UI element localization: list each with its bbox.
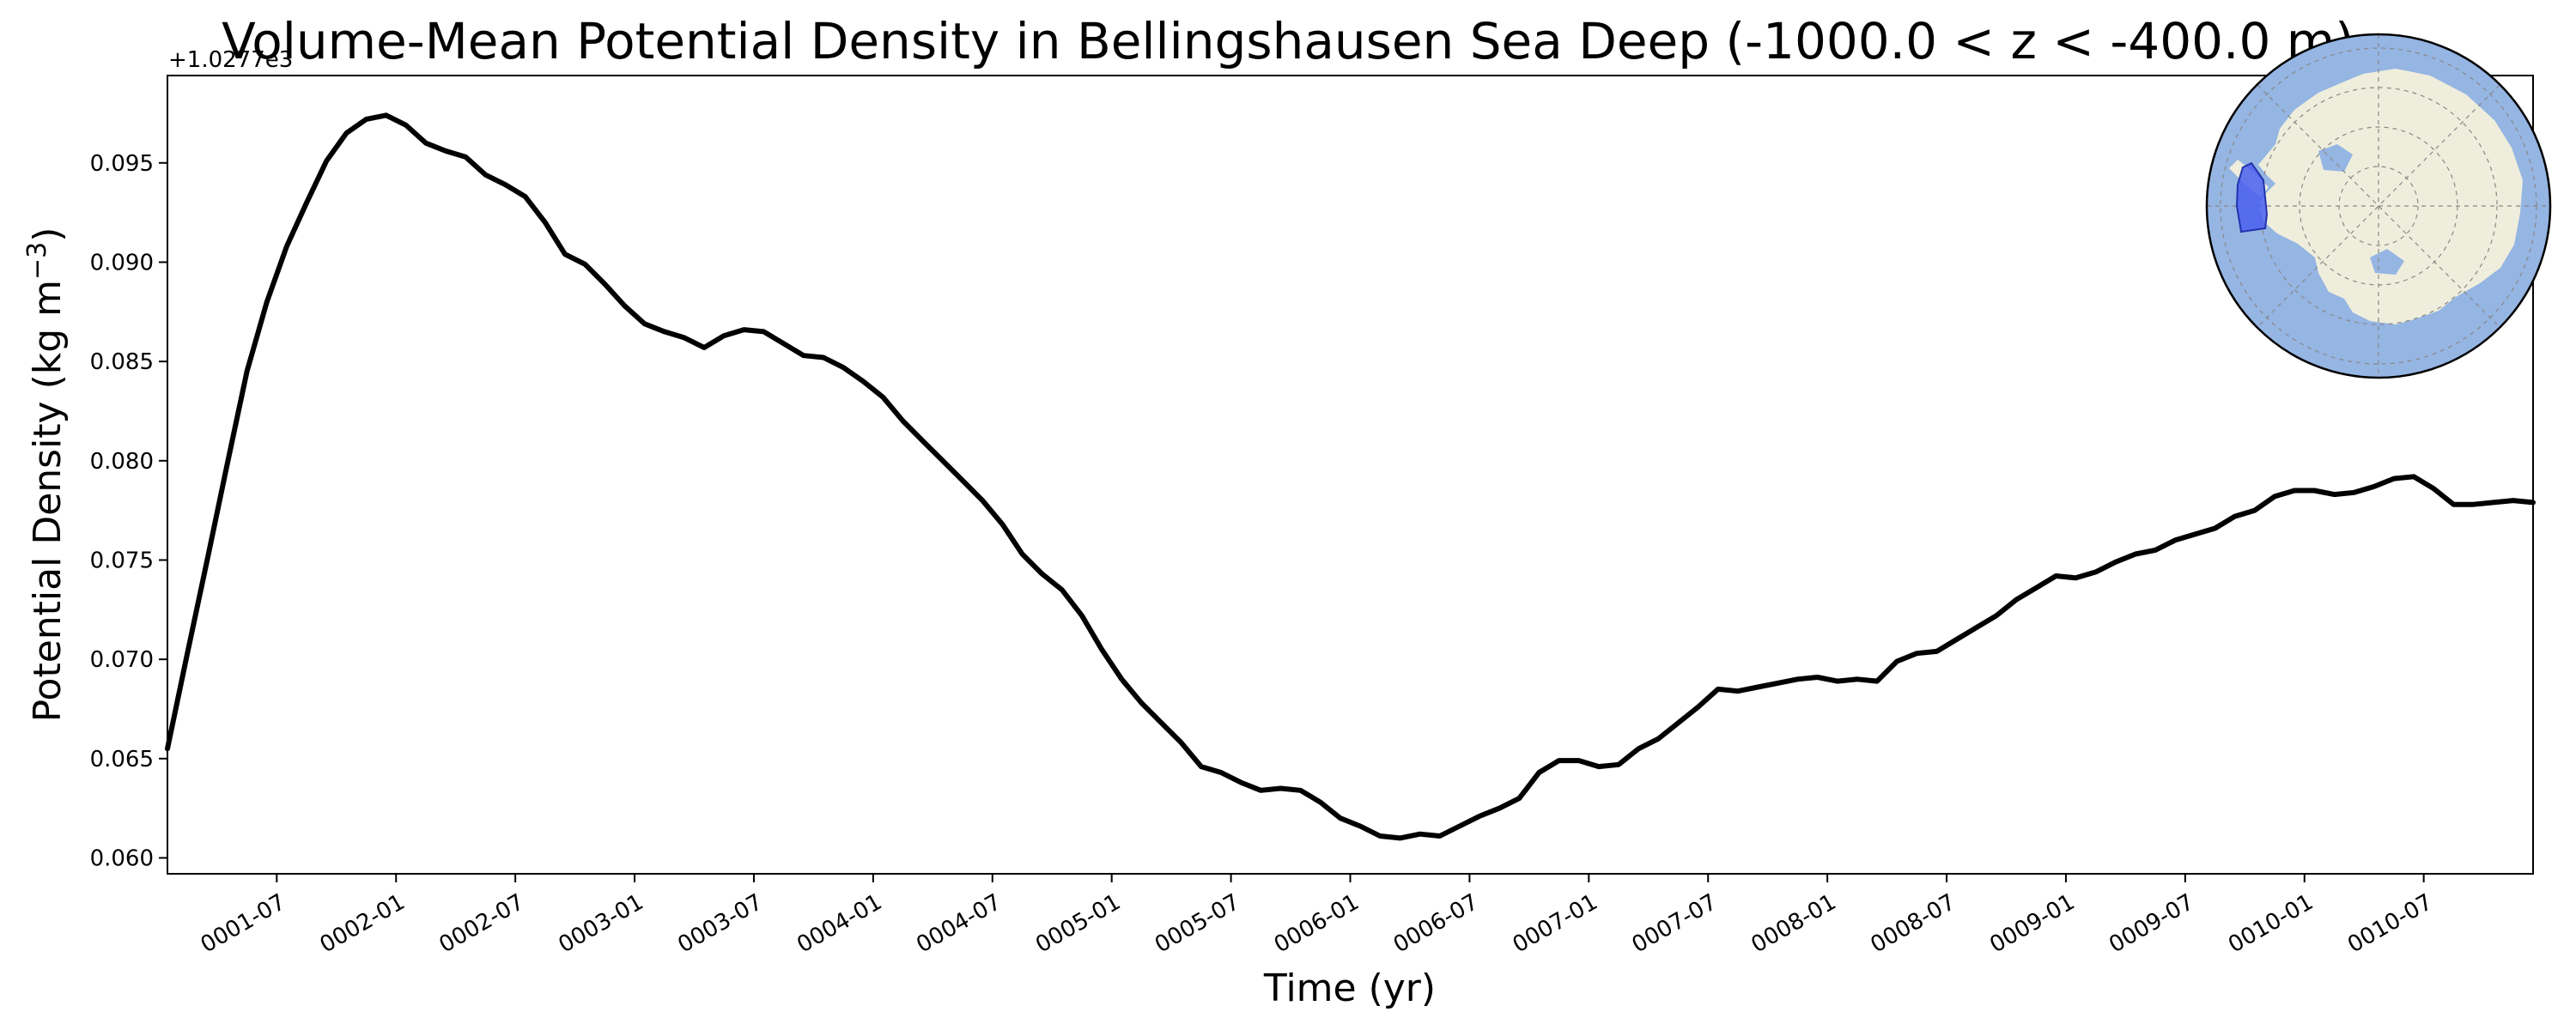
- y-tick-label: 0.095: [90, 151, 154, 177]
- y-axis: 0.060 0.065 0.070 0.075 0.080 0.085 0.090 0.095: [90, 151, 167, 871]
- y-tick-label: 0.075: [90, 548, 154, 573]
- y-tick-label: 0.070: [90, 647, 154, 673]
- y-axis-label-end: ): [26, 227, 70, 242]
- x-tick-label: 0005-01: [1031, 889, 1125, 958]
- x-axis-label: Time (yr): [1263, 966, 1436, 1010]
- x-tick-label: 0001-07: [197, 889, 290, 958]
- inset-map-antarctica: [2205, 33, 2552, 379]
- y-axis-label-main: Potential Density (kg m: [26, 280, 70, 722]
- x-tick-label: 0007-07: [1628, 889, 1722, 958]
- map-bellingshausen-region: [2235, 161, 2269, 233]
- x-tick-label: 0006-07: [1389, 889, 1483, 958]
- x-tick-label: 0004-07: [912, 889, 1005, 958]
- x-tick-label: 0006-01: [1270, 889, 1364, 958]
- x-tick-label: 0010-07: [2343, 889, 2437, 958]
- series-line: [165, 112, 2536, 841]
- y-axis-label-sup: −3: [22, 242, 52, 280]
- x-tick-label: 0008-01: [1747, 889, 1841, 958]
- x-tick-label: 0008-07: [1866, 889, 1959, 958]
- x-tick-label: 0007-01: [1509, 889, 1602, 958]
- x-tick-label: 0009-01: [1985, 889, 2079, 958]
- x-tick-label: 0010-01: [2224, 889, 2318, 958]
- x-tick-label: 0005-07: [1151, 889, 1244, 958]
- map-ice-shelf-notch: [2318, 144, 2353, 172]
- x-tick-label: 0002-07: [435, 889, 529, 958]
- x-tick-label: 0009-07: [2105, 889, 2198, 958]
- chart-title: Volume-Mean Potential Density in Belling…: [222, 12, 2354, 70]
- x-tick-label: 0003-07: [673, 889, 767, 958]
- y-tick-label: 0.060: [90, 845, 154, 871]
- x-tick-label: 0003-01: [554, 889, 647, 958]
- map-border: [2205, 33, 2552, 379]
- x-tick-label: 0002-01: [316, 889, 410, 958]
- y-tick-label: 0.080: [90, 449, 154, 475]
- y-tick-label: 0.085: [90, 349, 154, 375]
- y-offset-label: +1.0277e3: [168, 47, 293, 73]
- map-antarctica-landmass: [2258, 69, 2523, 324]
- plot-area: [165, 75, 2536, 875]
- y-axis-label: Potential Density (kg m−3): [22, 227, 70, 723]
- x-tick-label: 0004-01: [793, 889, 886, 958]
- y-tick-label: 0.090: [90, 250, 154, 276]
- map-graticule: [2207, 34, 2550, 378]
- x-axis: 0001-07 0002-01 0002-07 0003-01 0003-07 0004-…: [197, 874, 2437, 958]
- y-tick-label: 0.065: [90, 747, 154, 772]
